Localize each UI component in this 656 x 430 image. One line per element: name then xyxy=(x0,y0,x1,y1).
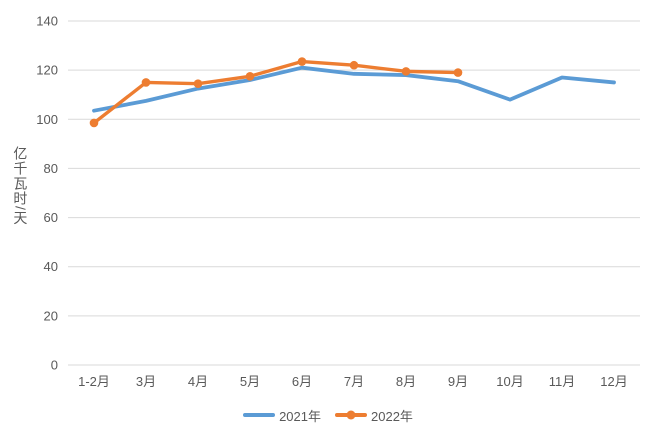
data-point-2022年 xyxy=(297,57,307,66)
x-tick-label: 8月 xyxy=(396,374,416,389)
legend-label: 2021年 xyxy=(279,408,321,424)
y-tick-label: 120 xyxy=(36,63,58,78)
y-tick-label: 40 xyxy=(44,259,58,274)
x-tick-label: 11月 xyxy=(549,374,576,389)
data-point-2022年 xyxy=(401,67,411,76)
y-tick-label: 20 xyxy=(44,308,58,323)
data-point-2022年 xyxy=(193,79,203,88)
y-tick-label: 0 xyxy=(51,358,58,373)
legend-line-swatch-icon xyxy=(335,410,367,420)
x-tick-label: 1-2月 xyxy=(78,374,110,389)
y-axis-title: 亿千瓦时/天 xyxy=(12,146,29,226)
x-tick-label: 7月 xyxy=(344,374,364,389)
chart-legend: 2021年 2022年 xyxy=(0,404,656,426)
y-tick-label: 100 xyxy=(36,112,58,127)
data-point-2022年 xyxy=(141,78,151,87)
data-point-2022年 xyxy=(245,71,255,81)
x-tick-label: 4月 xyxy=(188,374,208,389)
x-tick-label: 9月 xyxy=(448,374,468,389)
y-tick-label: 60 xyxy=(44,210,58,225)
legend-marker-dot-icon xyxy=(346,410,356,420)
x-tick-label: 12月 xyxy=(600,374,627,389)
x-tick-label: 10月 xyxy=(496,374,523,389)
series-line-2021年 xyxy=(92,65,616,113)
legend-item-2021年: 2021年 xyxy=(243,406,321,425)
y-tick-label: 140 xyxy=(36,14,58,29)
legend-item-2022年: 2022年 xyxy=(335,406,413,425)
legend-label: 2022年 xyxy=(371,408,413,424)
data-point-2022年 xyxy=(89,118,99,128)
legend-line-swatch-icon xyxy=(243,413,276,417)
x-tick-label: 5月 xyxy=(240,374,260,389)
x-tick-label: 6月 xyxy=(292,374,312,389)
x-tick-label: 3月 xyxy=(136,374,156,389)
series-line-2022年 xyxy=(92,59,460,125)
data-point-2022年 xyxy=(453,68,463,77)
y-tick-label: 80 xyxy=(44,161,58,176)
data-point-2022年 xyxy=(349,60,359,70)
